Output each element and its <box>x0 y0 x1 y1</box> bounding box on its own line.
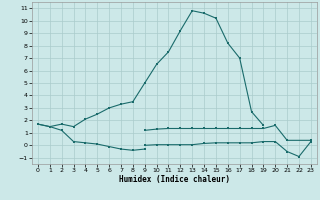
X-axis label: Humidex (Indice chaleur): Humidex (Indice chaleur) <box>119 175 230 184</box>
